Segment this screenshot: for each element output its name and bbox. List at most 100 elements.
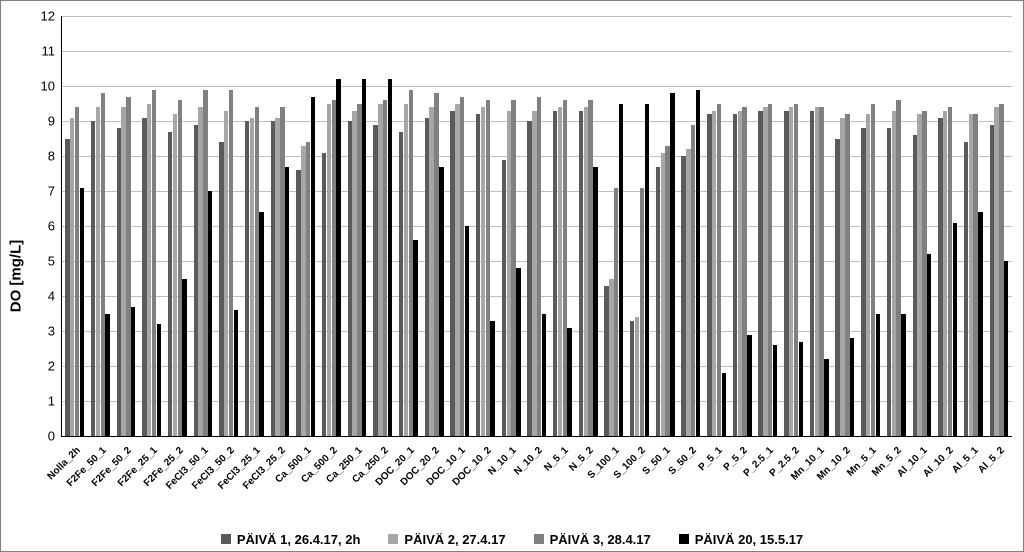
bar xyxy=(964,142,968,436)
bar xyxy=(537,97,541,437)
bar xyxy=(850,338,854,436)
bar-group xyxy=(450,16,469,436)
bar-group xyxy=(861,16,880,436)
y-tick-label: 3 xyxy=(27,324,55,339)
x-tick-label: N_10_2 xyxy=(512,445,545,478)
bar xyxy=(686,149,690,436)
bar xyxy=(373,125,377,437)
bar xyxy=(327,104,331,437)
bar xyxy=(619,104,623,437)
bar xyxy=(845,114,849,436)
bar xyxy=(502,160,506,437)
bar xyxy=(635,317,639,436)
bar-group xyxy=(810,16,829,436)
bar xyxy=(460,97,464,437)
bar xyxy=(999,104,1003,437)
plot-area: 0123456789101112 xyxy=(61,16,1012,437)
bar-group xyxy=(887,16,906,436)
bar xyxy=(117,128,121,436)
bar xyxy=(409,90,413,437)
bar xyxy=(553,111,557,437)
y-tick-label: 4 xyxy=(27,289,55,304)
bar xyxy=(645,104,649,437)
bar xyxy=(738,111,742,437)
bar xyxy=(168,132,172,437)
bar xyxy=(399,132,403,437)
bar xyxy=(593,167,597,437)
legend-swatch xyxy=(534,534,544,544)
bar xyxy=(413,240,417,436)
bar xyxy=(336,79,340,436)
bar xyxy=(681,156,685,436)
bar xyxy=(784,111,788,437)
bar-group xyxy=(271,16,290,436)
bar xyxy=(953,223,957,437)
y-tick-label: 0 xyxy=(27,429,55,444)
bar xyxy=(142,118,146,437)
bar-group xyxy=(964,16,983,436)
y-tick-label: 12 xyxy=(27,9,55,24)
y-tick-label: 6 xyxy=(27,219,55,234)
bar xyxy=(789,107,793,436)
bar xyxy=(486,100,490,436)
y-tick-label: 7 xyxy=(27,184,55,199)
bar-group xyxy=(835,16,854,436)
bar xyxy=(388,79,392,436)
bar xyxy=(75,107,79,436)
bar xyxy=(579,111,583,437)
bar xyxy=(896,100,900,436)
bar xyxy=(70,118,74,437)
bar xyxy=(990,125,994,437)
bar-group xyxy=(476,16,495,436)
bar xyxy=(922,111,926,437)
bar xyxy=(763,107,767,436)
bar xyxy=(815,107,819,436)
bar-group xyxy=(553,16,572,436)
x-tick-label: S_50_2 xyxy=(667,445,699,477)
bar xyxy=(348,121,352,436)
bar xyxy=(332,100,336,436)
bar-group xyxy=(681,16,700,436)
bar xyxy=(490,321,494,437)
bar xyxy=(604,286,608,437)
bar-group xyxy=(117,16,136,436)
bar xyxy=(887,128,891,436)
bar xyxy=(665,146,669,437)
bar-group xyxy=(502,16,521,436)
bar xyxy=(250,118,254,437)
bar-group xyxy=(656,16,675,436)
bar-group xyxy=(579,16,598,436)
bar-group xyxy=(194,16,213,436)
bar xyxy=(758,111,762,437)
bars-layer xyxy=(62,16,1012,436)
y-tick-label: 11 xyxy=(27,44,55,59)
bar xyxy=(455,104,459,437)
y-tick-label: 9 xyxy=(27,114,55,129)
bar xyxy=(840,118,844,437)
bar xyxy=(927,254,931,436)
bar xyxy=(584,107,588,436)
bar xyxy=(712,111,716,437)
bar xyxy=(357,104,361,437)
x-tick-label: N_5_1 xyxy=(542,445,571,474)
bar xyxy=(614,188,618,437)
x-tick-label: Al_5_2 xyxy=(976,445,1007,476)
bar xyxy=(917,114,921,436)
y-tick-label: 2 xyxy=(27,359,55,374)
y-tick-label: 8 xyxy=(27,149,55,164)
bar xyxy=(434,93,438,436)
bar xyxy=(352,111,356,437)
bar-group xyxy=(707,16,726,436)
bar xyxy=(131,307,135,437)
bar-group xyxy=(373,16,392,436)
bar xyxy=(656,167,660,437)
bar xyxy=(157,324,161,436)
bar xyxy=(306,142,310,436)
bar xyxy=(198,107,202,436)
bar xyxy=(178,100,182,436)
bar xyxy=(80,188,84,437)
bar-group xyxy=(348,16,367,436)
bar xyxy=(871,104,875,437)
bar-group xyxy=(65,16,84,436)
bar xyxy=(511,100,515,436)
